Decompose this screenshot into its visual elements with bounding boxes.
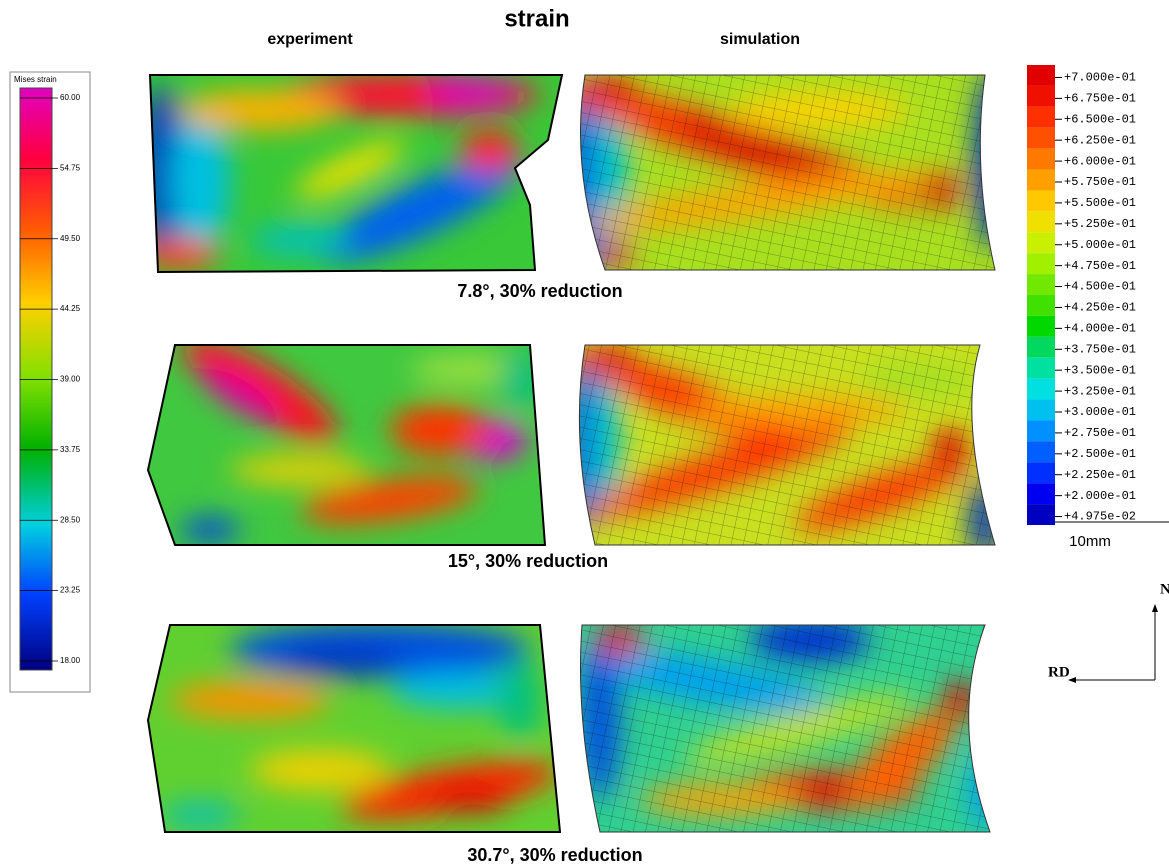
legend-swatch bbox=[1027, 337, 1055, 358]
legend-label: +3.750e-01 bbox=[1064, 342, 1136, 356]
legend-swatch bbox=[1027, 107, 1055, 128]
legend-label: +3.000e-01 bbox=[1064, 405, 1136, 419]
contour-blob bbox=[170, 682, 330, 718]
mesh bbox=[560, 335, 1020, 565]
legend-swatch bbox=[1027, 274, 1055, 295]
legend-swatch bbox=[1027, 420, 1055, 441]
legend-tick-label: 44.25 bbox=[60, 304, 81, 313]
legend-tick-label: 28.50 bbox=[60, 515, 81, 524]
caption: 30.7°, 30% reduction bbox=[467, 845, 642, 865]
legend-swatch bbox=[1027, 462, 1055, 483]
legend-swatch bbox=[1027, 232, 1055, 253]
legend-tick-label: 49.50 bbox=[60, 234, 81, 243]
legend-tick-label: 39.00 bbox=[60, 375, 81, 384]
column-header: experiment bbox=[267, 31, 353, 48]
scale-label: 10mm bbox=[1069, 533, 1111, 550]
contour-blob bbox=[250, 225, 350, 255]
legend-swatch bbox=[1027, 65, 1055, 86]
contour-panel bbox=[148, 622, 562, 832]
legend-tick-label: 33.75 bbox=[60, 445, 81, 454]
legend-label: +4.975e-02 bbox=[1064, 510, 1136, 524]
contour-blob bbox=[390, 405, 490, 455]
axis-arrowhead bbox=[1152, 604, 1158, 612]
contour-panel bbox=[148, 320, 545, 545]
contour-panel bbox=[140, 73, 562, 280]
legend-swatch bbox=[1027, 483, 1055, 504]
legend-label: +2.750e-01 bbox=[1064, 426, 1136, 440]
contour-blob bbox=[425, 78, 515, 106]
legend-label: +3.500e-01 bbox=[1064, 363, 1136, 377]
panels bbox=[140, 65, 1020, 845]
legend-swatch bbox=[1027, 170, 1055, 191]
legend-swatch bbox=[1027, 253, 1055, 274]
legend-swatch bbox=[1027, 128, 1055, 149]
legend-swatch bbox=[1027, 358, 1055, 379]
legend-swatch bbox=[1027, 316, 1055, 337]
contour-blob bbox=[180, 518, 240, 542]
axis-label: ND bbox=[1160, 581, 1169, 597]
legend-label: +2.250e-01 bbox=[1064, 468, 1136, 482]
legend-swatch bbox=[1027, 400, 1055, 421]
legend-label: +5.750e-01 bbox=[1064, 175, 1136, 189]
legend-label: +5.000e-01 bbox=[1064, 238, 1136, 252]
legend-tick-label: 60.00 bbox=[60, 93, 81, 102]
contour-panel bbox=[560, 333, 1020, 565]
contour-blob bbox=[140, 240, 220, 270]
legend-swatch bbox=[1027, 211, 1055, 232]
legend-label: +2.000e-01 bbox=[1064, 489, 1136, 503]
axis-label: RD bbox=[1048, 664, 1070, 680]
legend-tick-label: 18.00 bbox=[60, 656, 81, 665]
legend-label: +5.250e-01 bbox=[1064, 217, 1136, 231]
figure: strain experiment simulation Mises strai… bbox=[0, 0, 1169, 868]
column-header: simulation bbox=[720, 31, 800, 48]
legend-swatch bbox=[1027, 504, 1055, 525]
contour-blob bbox=[430, 788, 510, 812]
contour-blob bbox=[280, 646, 400, 674]
legend-label: +3.250e-01 bbox=[1064, 384, 1136, 398]
contour-blob bbox=[500, 660, 540, 740]
contour-blob bbox=[160, 803, 240, 827]
legend-tick-label: 54.75 bbox=[60, 163, 81, 172]
contour-blob bbox=[230, 456, 370, 484]
legend-swatch bbox=[1027, 86, 1055, 107]
mesh bbox=[560, 615, 1020, 845]
left-colorbar bbox=[20, 88, 52, 670]
contour-blob bbox=[250, 750, 390, 790]
mesh bbox=[560, 65, 1020, 295]
legend-swatch bbox=[1027, 441, 1055, 462]
legend-swatch bbox=[1027, 295, 1055, 316]
caption: 7.8°, 30% reduction bbox=[457, 281, 622, 301]
legend-label: +4.750e-01 bbox=[1064, 259, 1136, 273]
legend-label: +2.500e-01 bbox=[1064, 447, 1136, 461]
contour-panel bbox=[553, 65, 1020, 295]
legend-label: +7.000e-01 bbox=[1064, 71, 1136, 85]
legend-label: +4.000e-01 bbox=[1064, 322, 1136, 336]
contour-blob bbox=[180, 90, 340, 130]
legend-label: +5.500e-01 bbox=[1064, 196, 1136, 210]
left-legend-title: Mises strain bbox=[14, 75, 57, 84]
contour-blob bbox=[170, 110, 230, 250]
legend-swatch bbox=[1027, 379, 1055, 400]
legend-label: +4.250e-01 bbox=[1064, 301, 1136, 315]
legend-label: +6.250e-01 bbox=[1064, 133, 1136, 147]
legend-swatch bbox=[1027, 190, 1055, 211]
legend-tick-label: 23.25 bbox=[60, 586, 81, 595]
legend-label: +6.750e-01 bbox=[1064, 92, 1136, 106]
legend-label: +4.500e-01 bbox=[1064, 280, 1136, 294]
legend-label: +6.000e-01 bbox=[1064, 154, 1136, 168]
legend-label: +6.500e-01 bbox=[1064, 112, 1136, 126]
legend-swatch bbox=[1027, 149, 1055, 170]
contour-blob bbox=[460, 130, 520, 170]
caption: 15°, 30% reduction bbox=[448, 551, 608, 571]
title: strain bbox=[504, 5, 569, 32]
contour-panel bbox=[560, 615, 1020, 845]
